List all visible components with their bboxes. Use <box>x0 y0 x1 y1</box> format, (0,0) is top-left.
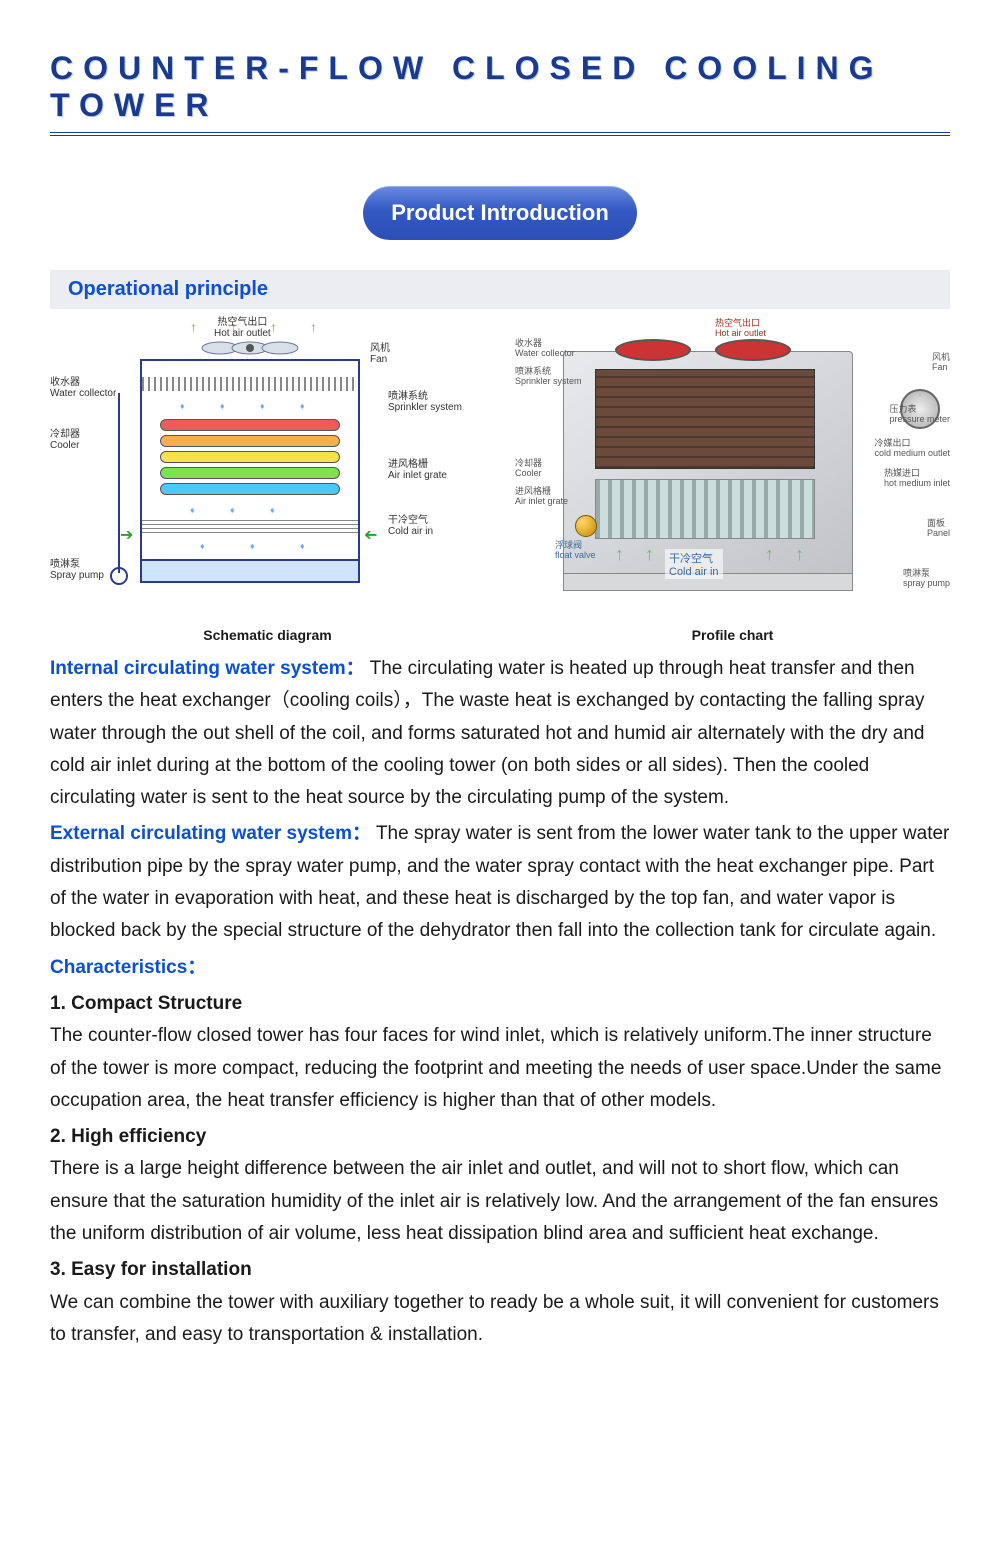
water-drop-icon: ♦ <box>260 401 265 411</box>
pf-hot-air-label: 热空气出口Hot air outlet <box>715 319 766 339</box>
water-collector <box>142 377 358 391</box>
cold-air-arrow-icon: ➔ <box>364 525 377 545</box>
profile-column: 干冷空气Cold air in ↑ ↑ ↑ ↑ 收水器Water collect… <box>515 319 950 643</box>
schematic-column: ↑ ↑ ↑ ↑ 热空气出口 Hot air outlet 风机Fan <box>50 319 485 643</box>
spray-pipe <box>118 393 120 573</box>
hot-air-arrow-icon: ↑ <box>310 319 317 335</box>
pf-hot-medium-label: 热媒进口hot medium inlet <box>884 469 950 489</box>
pf-sprinkler-label: 喷淋系统Sprinkler system <box>515 367 582 387</box>
cooler-label: 冷却器Cooler <box>50 429 80 451</box>
hot-air-label: 热空气出口 Hot air outlet <box>214 317 271 339</box>
pf-panel-label: 面板Panel <box>927 519 950 539</box>
pf-pressure-label: 压力表pressure meter <box>889 405 950 425</box>
char-item-3-title: 3. Easy for installation <box>50 1254 950 1286</box>
pf-cold-medium-label: 冷媒出口cold medium outlet <box>874 439 950 459</box>
fan-label: 风机Fan <box>370 343 390 365</box>
float-valve-icon <box>575 515 597 537</box>
water-drop-icon: ♦ <box>220 401 225 411</box>
water-drop-icon: ♦ <box>300 401 305 411</box>
characteristics-label: Characteristics： <box>50 957 206 978</box>
char-item-3-text: We can combine the tower with auxiliary … <box>50 1287 950 1352</box>
water-drop-icon: ♦ <box>250 541 255 551</box>
air-arrow-icon: ↑ <box>795 544 804 565</box>
water-collector-label: 收水器Water collector <box>50 377 116 399</box>
water-drop-icon: ♦ <box>230 505 235 515</box>
char-item-1-text: The counter-flow closed tower has four f… <box>50 1020 950 1117</box>
cold-air-label: 干冷空气Cold air in <box>388 515 433 537</box>
pf-spray-pump-label: 喷淋泵spray pump <box>903 569 950 589</box>
pill-wrapper: Product Introduction <box>50 186 950 240</box>
internal-system-paragraph: Internal circulating water system： The c… <box>50 653 950 814</box>
water-drop-icon: ♦ <box>180 401 185 411</box>
hot-air-arrow-icon: ↑ <box>190 319 197 335</box>
page-title: COUNTER-FLOW CLOSED COOLING TOWER <box>50 50 950 136</box>
pf-cooler-label: 冷却器Cooler <box>515 459 542 479</box>
sprinkler-label: 喷淋系统Sprinkler system <box>388 391 462 413</box>
cold-air-arrow-icon: ➔ <box>120 525 133 545</box>
air-inlet-grate <box>142 519 358 533</box>
fan-top-icon <box>615 339 691 361</box>
cooling-coil <box>160 435 340 447</box>
section-heading: Operational principle <box>50 270 950 309</box>
water-drop-icon: ♦ <box>300 541 305 551</box>
air-arrow-icon: ↑ <box>615 544 624 565</box>
characteristics-heading: Characteristics： <box>50 952 950 984</box>
external-system-paragraph: External circulating water system： The s… <box>50 818 950 947</box>
pf-grate-label: 进风格栅Air inlet grate <box>515 487 568 507</box>
pf-water-collector-label: 收水器Water collector <box>515 339 575 359</box>
diagrams-row: ↑ ↑ ↑ ↑ 热空气出口 Hot air outlet 风机Fan <box>50 319 950 643</box>
external-label: External circulating water system： <box>50 823 371 844</box>
schematic-caption: Schematic diagram <box>203 627 331 643</box>
fan-top-icon <box>715 339 791 361</box>
air-arrow-icon: ↑ <box>645 544 654 565</box>
schematic-diagram: ↑ ↑ ↑ ↑ 热空气出口 Hot air outlet 风机Fan <box>50 319 485 619</box>
water-drop-icon: ♦ <box>190 505 195 515</box>
louver-section <box>595 479 815 539</box>
water-drop-icon: ♦ <box>270 505 275 515</box>
internal-label: Internal circulating water system： <box>50 658 365 679</box>
fan-icon <box>200 337 300 359</box>
cooling-coil <box>160 419 340 431</box>
cold-air-text: 干冷空气Cold air in <box>665 549 723 579</box>
internal-text: The circulating water is heated up throu… <box>50 658 925 808</box>
char-item-2-text: There is a large height difference betwe… <box>50 1153 950 1250</box>
hot-air-arrow-icon: ↑ <box>270 319 277 335</box>
profile-chart: 干冷空气Cold air in ↑ ↑ ↑ ↑ 收水器Water collect… <box>515 319 950 619</box>
air-arrow-icon: ↑ <box>765 544 774 565</box>
pf-float-label: 浮球阀float valve <box>555 541 596 561</box>
cooling-coil <box>160 451 340 463</box>
spray-pump-label: 喷淋泵Spray pump <box>50 559 104 581</box>
water-drop-icon: ♦ <box>200 541 205 551</box>
profile-caption: Profile chart <box>692 627 774 643</box>
water-basin <box>140 559 360 583</box>
product-intro-pill: Product Introduction <box>363 186 637 240</box>
char-item-1-title: 1. Compact Structure <box>50 988 950 1020</box>
cooling-coil <box>160 483 340 495</box>
air-inlet-grate-label: 进风格栅Air inlet grate <box>388 459 447 481</box>
pf-fan-label: 风机Fan <box>932 353 950 373</box>
cooling-coil <box>160 467 340 479</box>
char-item-2-title: 2. High efficiency <box>50 1121 950 1153</box>
coil-cutaway <box>595 369 815 469</box>
